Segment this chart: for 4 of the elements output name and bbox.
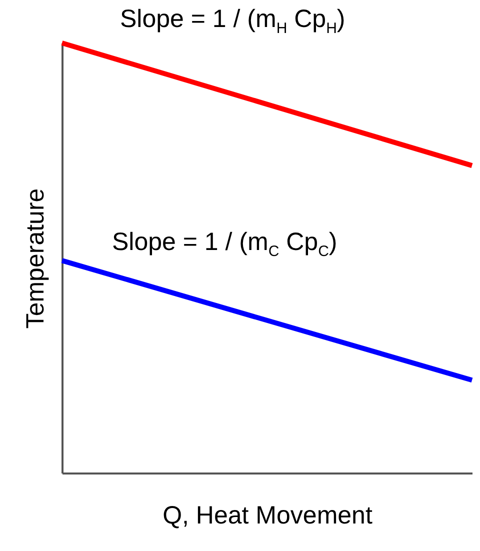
text: Slope = 1 / (m$_{H}$ Cp$_{H}$): [120, 5, 346, 37]
x-axis-title: Q, Heat Movement: [162, 502, 372, 530]
annotation: Slope = 1 / (m$_{C}$ Cp$_{C}$): [112, 228, 338, 260]
y-axis-title: Temperature: [22, 188, 50, 329]
